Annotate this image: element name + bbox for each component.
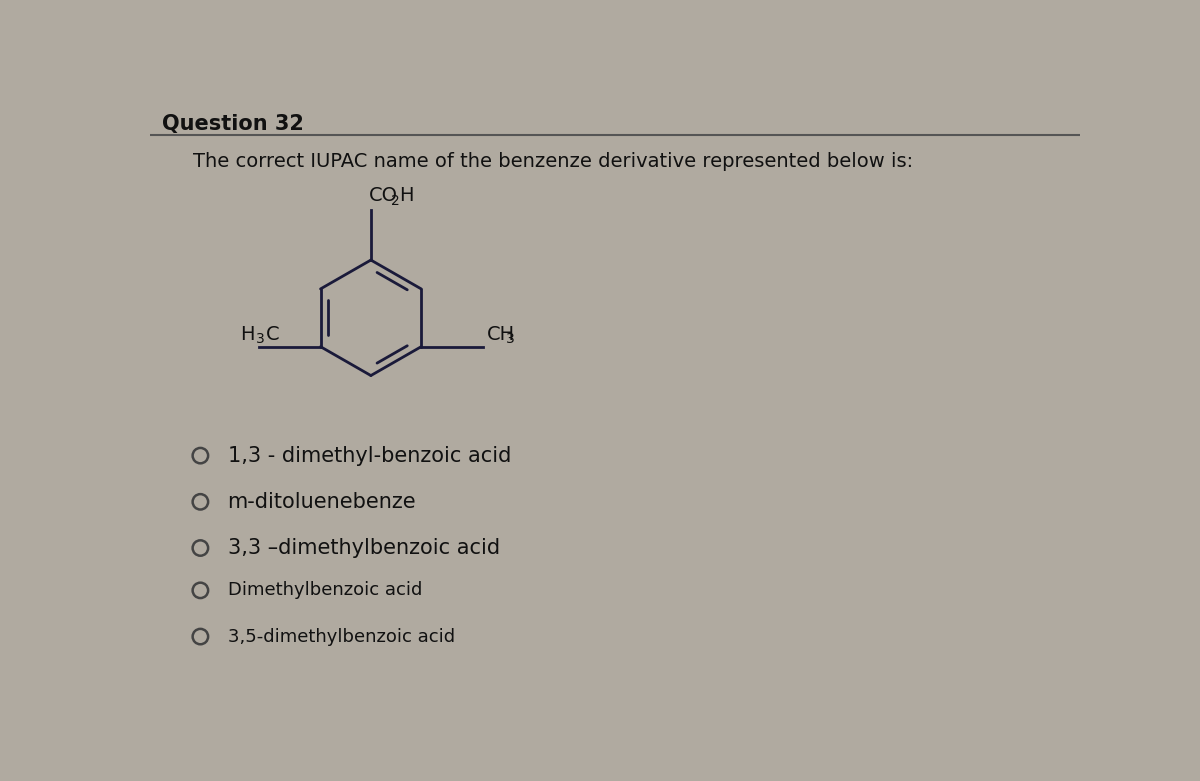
Text: 1,3 - dimethyl-benzoic acid: 1,3 - dimethyl-benzoic acid xyxy=(228,446,511,465)
Text: 3,3 –dimethylbenzoic acid: 3,3 –dimethylbenzoic acid xyxy=(228,538,499,558)
Text: Dimethylbenzoic acid: Dimethylbenzoic acid xyxy=(228,581,422,599)
Text: Question 32: Question 32 xyxy=(162,114,304,134)
Text: 3,5-dimethylbenzoic acid: 3,5-dimethylbenzoic acid xyxy=(228,628,455,646)
Text: C: C xyxy=(265,325,280,344)
Text: 3: 3 xyxy=(257,332,265,346)
Text: CH: CH xyxy=(487,325,515,344)
Text: 3: 3 xyxy=(505,332,515,346)
Text: H: H xyxy=(240,325,254,344)
Text: m-ditoluenebenze: m-ditoluenebenze xyxy=(228,492,416,512)
Text: The correct IUPAC name of the benzenze derivative represented below is:: The correct IUPAC name of the benzenze d… xyxy=(193,152,913,171)
Text: 2: 2 xyxy=(391,194,400,208)
Text: H: H xyxy=(398,187,413,205)
Text: CO: CO xyxy=(368,187,397,205)
